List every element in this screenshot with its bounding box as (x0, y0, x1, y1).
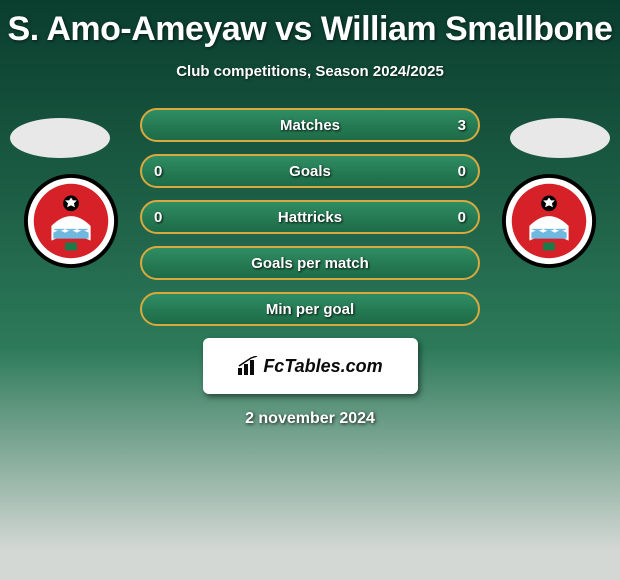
stat-label: Goals (142, 163, 478, 180)
stat-row-goals-per-match: Goals per match (140, 246, 480, 280)
stat-label: Hattricks (142, 209, 478, 226)
stat-label: Matches (142, 117, 478, 134)
site-logo-box: FcTables.com (203, 338, 418, 394)
player-photo-right (510, 118, 610, 158)
stat-left-value: 0 (154, 163, 162, 180)
page-title: S. Amo-Ameyaw vs William Smallbone (0, 0, 620, 49)
date-text: 2 november 2024 (0, 410, 620, 428)
stat-right-value: 0 (458, 209, 466, 226)
stat-row-hattricks: 0 Hattricks 0 (140, 200, 480, 234)
club-badge-left (22, 172, 120, 270)
site-logo-text: FcTables.com (263, 356, 382, 377)
stat-row-min-per-goal: Min per goal (140, 292, 480, 326)
stat-label: Goals per match (142, 255, 478, 272)
stat-row-matches: Matches 3 (140, 108, 480, 142)
stats-container: Matches 3 0 Goals 0 0 Hattricks 0 Goals … (140, 108, 480, 326)
site-logo: FcTables.com (237, 356, 382, 377)
stat-left-value: 0 (154, 209, 162, 226)
stat-right-value: 3 (458, 117, 466, 134)
player-photo-left (10, 118, 110, 158)
club-badge-right (500, 172, 598, 270)
stat-label: Min per goal (142, 301, 478, 318)
subtitle: Club competitions, Season 2024/2025 (0, 63, 620, 80)
stat-right-value: 0 (458, 163, 466, 180)
stat-row-goals: 0 Goals 0 (140, 154, 480, 188)
chart-icon (237, 356, 259, 376)
